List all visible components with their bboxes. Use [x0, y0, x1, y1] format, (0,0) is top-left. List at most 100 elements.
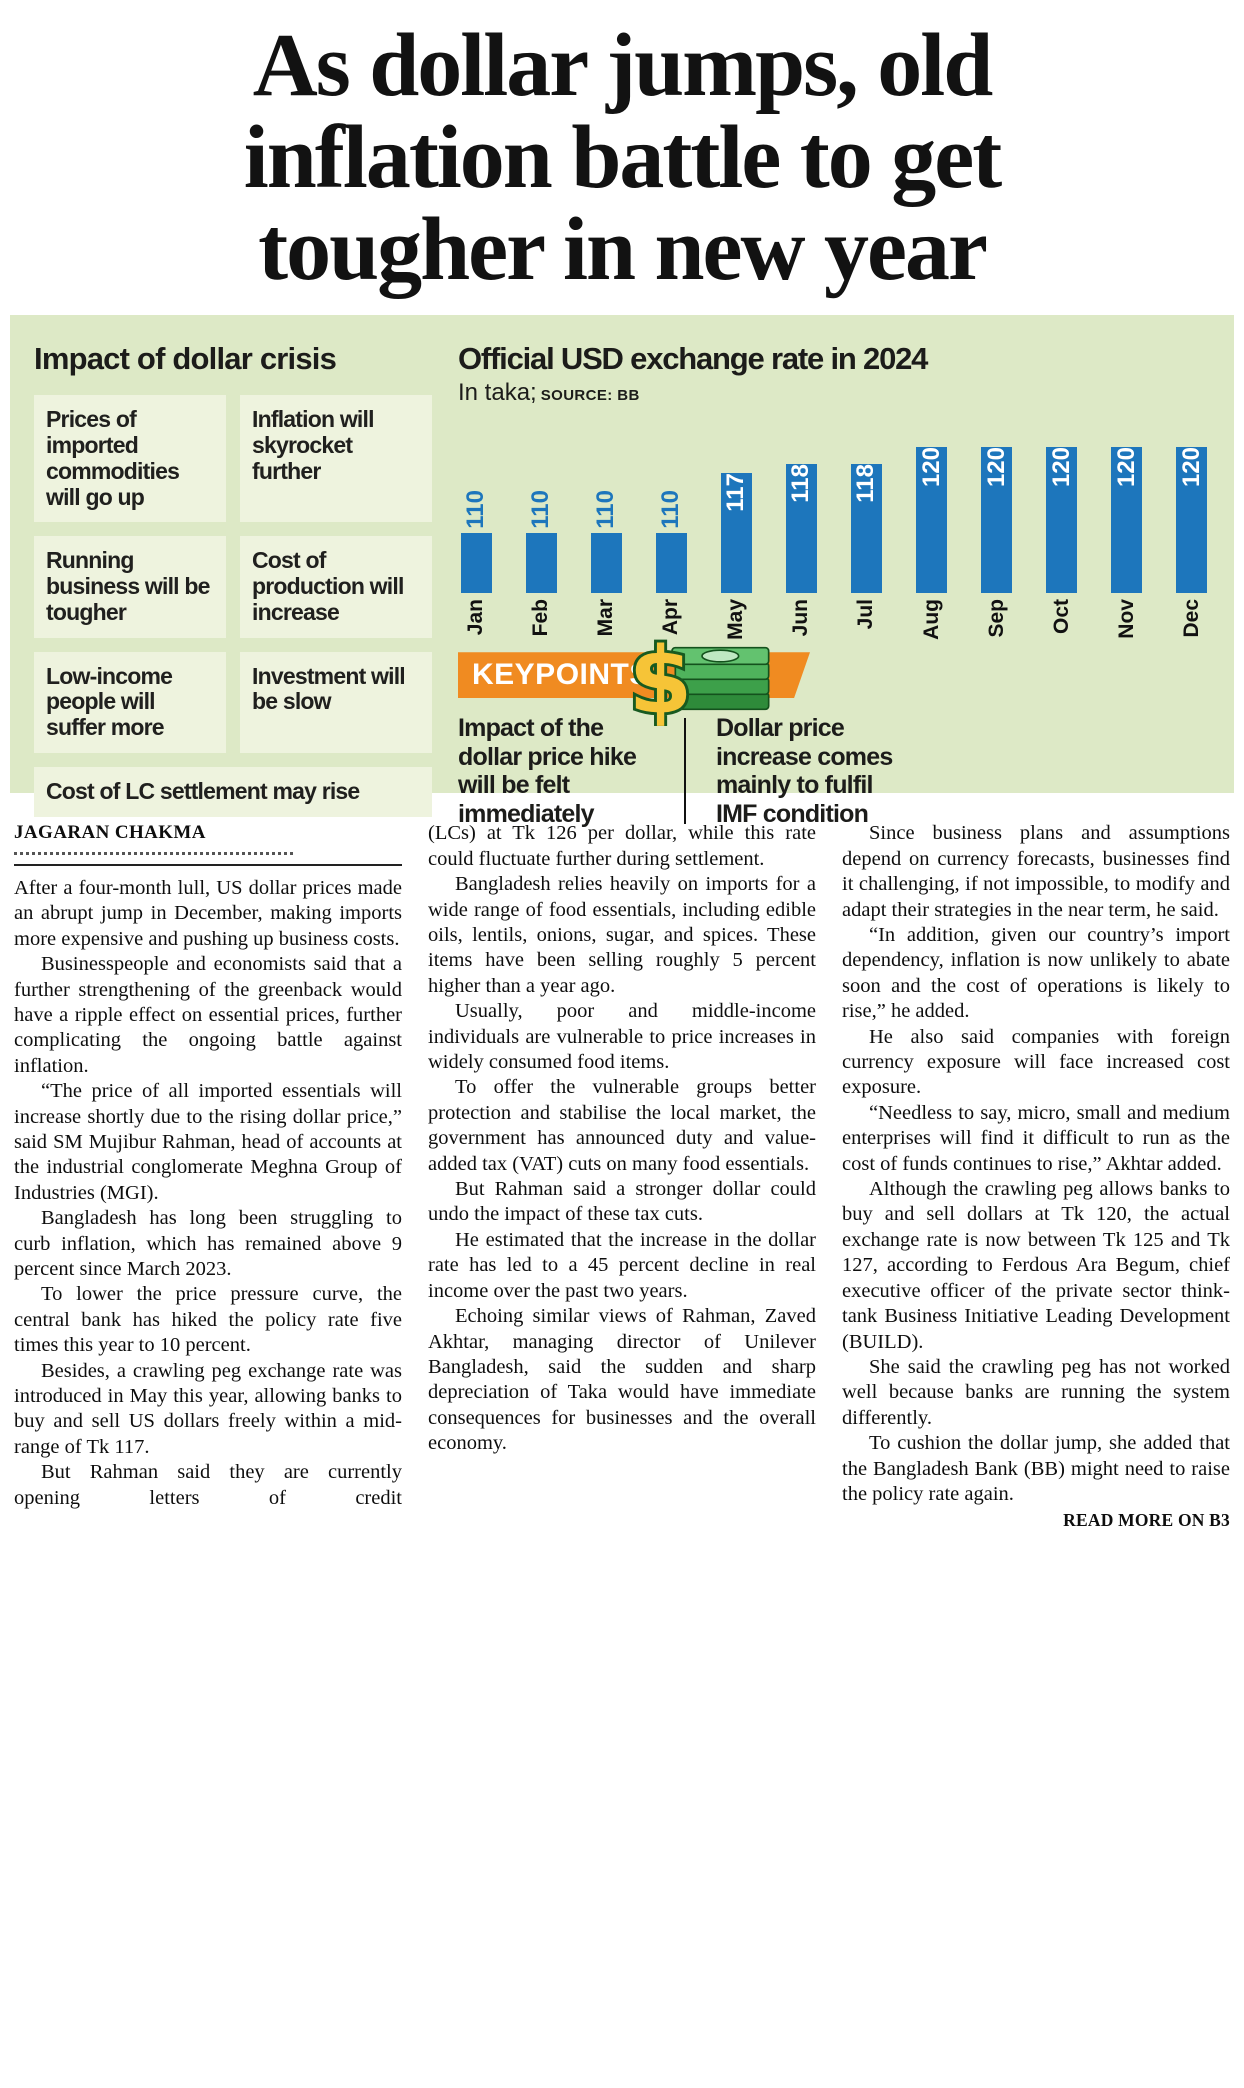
bar — [525, 533, 557, 594]
bar-value: 120 — [917, 447, 945, 488]
article-column-2: (LCs) at Tk 126 per dollar, while this r… — [428, 821, 816, 1532]
impact-item: Running business will be tougher — [34, 536, 226, 638]
axis-label: Aug — [919, 599, 943, 641]
paragraph: Echoing similar views of Rahman, Zaved A… — [428, 1305, 816, 1455]
bar: 120 — [916, 447, 948, 594]
paragraph: But Rahman said they are currently openi… — [14, 1461, 402, 1509]
impact-item: Low-income people will suffer more — [34, 651, 226, 753]
paragraph: Businesspeople and economists said that … — [14, 953, 402, 1077]
axis-label: Feb — [529, 599, 553, 637]
bar-may: 117 May — [718, 411, 754, 640]
impact-item: Investment will be slow — [240, 651, 432, 753]
byline-rule — [14, 863, 402, 866]
column-2-paragraphs: (LCs) at Tk 126 per dollar, while this r… — [428, 821, 816, 1456]
bar-jun: 118 Jun — [783, 411, 819, 640]
keypoints-row: Impact of the dollar price hike will be … — [458, 714, 938, 828]
paragraph: Since business plans and assumptions dep… — [842, 822, 1230, 921]
headline-line-3: tougher in new year — [258, 199, 988, 299]
paragraph: After a four-month lull, US dollar price… — [14, 876, 402, 950]
bar-value: 120 — [1112, 447, 1140, 488]
paragraph: To offer the vulnerable groups better pr… — [428, 1076, 816, 1175]
bar-jul: 118 Jul — [848, 411, 884, 640]
keypoints-divider — [684, 718, 686, 825]
paragraph: She said the crawling peg has not worked… — [842, 1355, 1230, 1429]
dollar-money-stack-icon: $ — [626, 626, 770, 726]
headline: As dollar jumps, old inflation battle to… — [0, 0, 1244, 301]
axis-label: Jul — [854, 599, 878, 630]
bar-value: 120 — [1177, 447, 1205, 488]
svg-text:$: $ — [629, 628, 693, 726]
bar — [655, 533, 687, 594]
bar-value: 118 — [852, 464, 880, 504]
paragraph: (LCs) at Tk 126 per dollar, while this r… — [428, 822, 816, 870]
impact-section: Impact of dollar crisis Prices of import… — [34, 341, 432, 817]
bar-aug: 120 Aug — [914, 411, 950, 640]
keypoints-label: KEYPOINTS — [472, 658, 650, 692]
chart-title: Official USD exchange rate in 2024 — [458, 341, 928, 377]
headline-line-2: inflation battle to get — [243, 107, 1002, 207]
impact-title: Impact of dollar crisis — [34, 341, 337, 377]
axis-label: Mar — [594, 599, 618, 637]
impact-item: Inflation will skyrocket further — [240, 395, 432, 523]
article-column-3: Since business plans and assumptions dep… — [842, 821, 1230, 1532]
bar-mar: 110 Mar — [588, 411, 624, 640]
bar-apr: 110 Apr — [653, 411, 689, 640]
bar: 120 — [1046, 447, 1078, 594]
bar-oct: 120 Oct — [1044, 411, 1080, 640]
bar-sep: 120 Sep — [979, 411, 1015, 640]
impact-item: Cost of production will increase — [240, 536, 432, 638]
bar-value: 120 — [982, 447, 1010, 488]
keypoint-2: Dollar price increase comes mainly to fu… — [716, 714, 893, 828]
bar-value: 110 — [462, 489, 489, 529]
paragraph: To lower the price pressure curve, the c… — [14, 1283, 402, 1357]
paragraph: Bangladesh relies heavily on imports for… — [428, 873, 816, 997]
paragraph: Bangladesh has long been struggling to c… — [14, 1207, 402, 1281]
bar — [460, 533, 492, 594]
paragraph: But Rahman said a stronger dollar could … — [428, 1178, 816, 1226]
paragraph: To cushion the dollar jump, she added th… — [842, 1432, 1230, 1505]
keypoints-banner-wrap: KEYPOINTS $ — [458, 626, 810, 726]
article-column-1: JAGARAN CHAKMA After a four-month lull, … — [14, 821, 402, 1532]
read-more: READ MORE ON B3 — [1063, 1510, 1230, 1531]
paragraph: “The price of all imported essentials wi… — [14, 1080, 402, 1204]
axis-label: Sep — [984, 599, 1008, 638]
impact-item: Cost of LC settlement may rise — [34, 766, 432, 817]
axis-label: Jun — [789, 599, 813, 637]
bar-value: 110 — [592, 489, 620, 529]
bar-value: 117 — [722, 473, 750, 513]
bar — [590, 533, 622, 594]
column-3-paragraphs: Since business plans and assumptions dep… — [842, 821, 1230, 1507]
paragraph: “Needless to say, micro, small and mediu… — [842, 1101, 1230, 1175]
chart-source: SOURCE: BB — [540, 387, 640, 405]
paragraph: Usually, poor and middle-income individu… — [428, 1000, 816, 1074]
chart-subtitle-row: In taka; SOURCE: BB — [458, 379, 1210, 407]
bar: 120 — [981, 447, 1013, 594]
paragraph: Although the crawling peg allows banks t… — [842, 1178, 1230, 1353]
paragraph: Besides, a crawling peg exchange rate wa… — [14, 1359, 402, 1458]
column-1-paragraphs: After a four-month lull, US dollar price… — [14, 876, 402, 1511]
bar-feb: 110 Feb — [523, 411, 559, 640]
keypoint-1: Impact of the dollar price hike will be … — [458, 714, 637, 828]
axis-label: Nov — [1114, 599, 1138, 640]
bar-chart: 110 Jan 110 Feb 110 Mar 110 Apr 117 May 118 Jun 118 J… — [458, 411, 1210, 640]
axis-label: Oct — [1049, 599, 1073, 635]
bar-value: 110 — [657, 489, 685, 529]
headline-line-1: As dollar jumps, old — [252, 16, 994, 115]
chart-unit-label: In taka; — [458, 379, 537, 407]
axis-label: Jan — [464, 599, 487, 636]
bar-jan: 110 Jan — [458, 411, 494, 640]
bar-value: 110 — [527, 489, 555, 529]
bar-nov: 120 Nov — [1109, 411, 1145, 640]
impact-item: Prices of imported commodities will go u… — [34, 395, 226, 523]
bar-dec: 120 Dec — [1174, 411, 1210, 640]
bar: 117 — [720, 473, 752, 594]
impact-grid: Prices of imported commodities will go u… — [34, 395, 432, 817]
exchange-rate-chart: Official USD exchange rate in 2024 In ta… — [458, 341, 1210, 828]
byline-name: JAGARAN CHAKMA — [14, 822, 206, 844]
paragraph: He estimated that the increase in the do… — [428, 1228, 816, 1302]
paragraph: He also said companies with foreign curr… — [842, 1025, 1230, 1099]
bar: 120 — [1111, 447, 1143, 594]
article-body: JAGARAN CHAKMA After a four-month lull, … — [0, 793, 1244, 1532]
byline-dotted-rule — [14, 851, 294, 855]
